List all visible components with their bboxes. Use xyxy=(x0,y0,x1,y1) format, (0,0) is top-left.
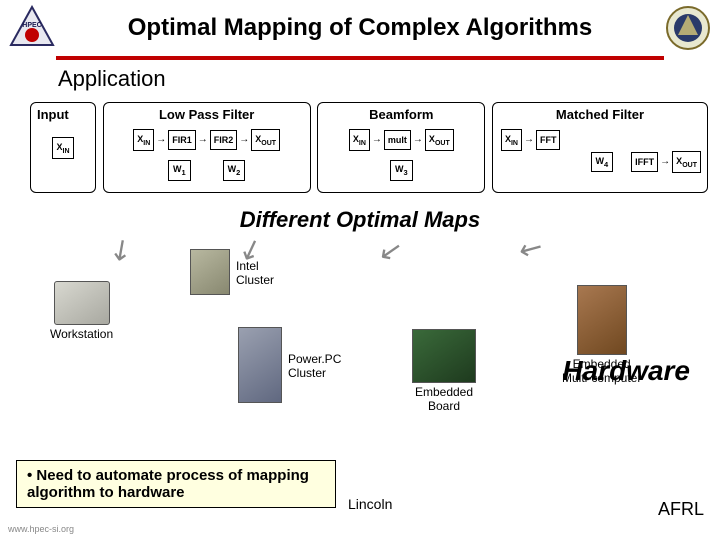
stage-matched: Matched Filter XIN → FFT W4 IFFT → XOUT xyxy=(492,102,708,193)
arrow-icon: → xyxy=(156,135,166,145)
logo-dod-icon xyxy=(664,4,712,52)
bullet-text: Need to automate process of mapping algo… xyxy=(27,467,309,501)
rack-icon xyxy=(577,285,627,355)
page-title: Optimal Mapping of Complex Algorithms xyxy=(56,14,664,42)
node-fft: FFT xyxy=(536,130,561,150)
arrow-icon: → xyxy=(413,135,423,145)
node-w3: W3 xyxy=(390,160,413,181)
board-icon xyxy=(412,329,476,383)
node-xin: XIN xyxy=(349,129,370,152)
arrow-icon: → xyxy=(198,135,208,145)
node-w2: W2 xyxy=(223,160,246,181)
footer-url: www.hpec-si.org xyxy=(8,524,74,534)
footer-afrl: AFRL xyxy=(658,499,704,520)
node-xin: XIN xyxy=(501,129,522,152)
header: HPEC Optimal Mapping of Complex Algorith… xyxy=(0,0,720,56)
cluster-icon xyxy=(238,327,282,403)
stage-input: Input XIN xyxy=(30,102,96,193)
node-w1: W1 xyxy=(168,160,191,181)
arrow-icon: → xyxy=(524,135,534,145)
node-ifft: IFFT xyxy=(631,152,658,172)
node-xin: XIN xyxy=(52,137,73,160)
hw-label: Workstation xyxy=(50,327,113,341)
stage-matched-title: Matched Filter xyxy=(497,107,703,126)
workstation-icon xyxy=(54,281,110,325)
node-fir2: FIR2 xyxy=(210,130,238,150)
node-mult: mult xyxy=(384,130,411,150)
maps-title: Different Optimal Maps xyxy=(0,207,720,233)
hw-intel-cluster: Intel Cluster xyxy=(190,249,274,297)
hw-label: Intel Cluster xyxy=(236,259,274,287)
node-xin: XIN xyxy=(133,129,154,152)
stage-beam-title: Beamform xyxy=(322,107,480,126)
node-w4: W4 xyxy=(591,152,614,173)
node-xout: XOUT xyxy=(672,151,701,174)
svg-text:HPEC: HPEC xyxy=(22,22,41,29)
map-arrow-icon: ↘ xyxy=(101,230,141,268)
stage-input-title: Input xyxy=(35,107,91,126)
hw-embedded-board: Embedded Board xyxy=(412,329,476,413)
arrow-icon: → xyxy=(239,135,249,145)
hw-powerpc-cluster: Power.PC Cluster xyxy=(238,327,341,405)
application-row: Input XIN Low Pass Filter XIN → FIR1 → F… xyxy=(0,96,720,193)
hardware-section-label: Hardware xyxy=(562,355,690,387)
node-xout: XOUT xyxy=(251,129,280,152)
cluster-icon xyxy=(190,249,230,295)
arrow-icon: → xyxy=(372,135,382,145)
map-arrow-icon: ↘ xyxy=(373,237,410,266)
map-arrow-icon: ↘ xyxy=(512,231,552,268)
stage-lpf-title: Low Pass Filter xyxy=(108,107,306,126)
bullet-box: • Need to automate process of mapping al… xyxy=(16,460,336,508)
node-xout: XOUT xyxy=(425,129,454,152)
node-fir1: FIR1 xyxy=(168,130,196,150)
stage-lpf: Low Pass Filter XIN → FIR1 → FIR2 → XOUT… xyxy=(103,102,311,193)
footer-lincoln: Lincoln xyxy=(348,496,392,512)
hw-label: Power.PC Cluster xyxy=(288,352,341,380)
stage-beamform: Beamform XIN → mult → XOUT W3 xyxy=(317,102,485,193)
application-label: Application xyxy=(0,60,720,96)
hw-workstation: Workstation xyxy=(50,281,113,341)
arrow-icon: → xyxy=(660,157,670,167)
hardware-area: ↘ ↘ ↘ ↘ Workstation Intel Cluster Power.… xyxy=(0,239,720,439)
logo-hpec-icon: HPEC xyxy=(8,4,56,52)
hw-label: Embedded Board xyxy=(412,385,476,413)
